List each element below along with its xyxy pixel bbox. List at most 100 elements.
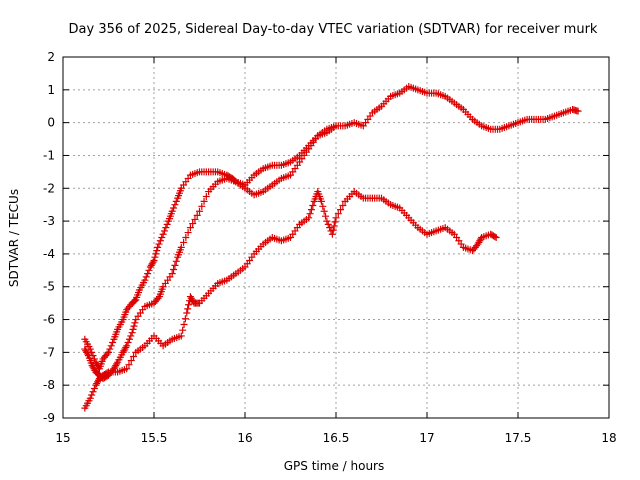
data-point xyxy=(142,273,150,281)
data-point xyxy=(159,230,167,238)
data-point xyxy=(326,224,334,232)
data-point xyxy=(328,230,336,238)
data-point xyxy=(334,210,342,218)
data-point xyxy=(317,197,325,205)
data-point xyxy=(491,233,499,241)
data-point xyxy=(476,237,484,245)
data-point xyxy=(339,202,347,210)
data-point xyxy=(324,220,332,228)
data-point xyxy=(90,355,98,363)
data-point xyxy=(90,384,98,392)
data-point xyxy=(151,253,159,261)
data-point xyxy=(492,234,500,241)
data-point xyxy=(103,369,111,377)
data-point xyxy=(172,197,180,205)
data-point xyxy=(306,210,314,218)
data-point xyxy=(106,345,114,353)
data-point xyxy=(163,220,171,228)
data-point xyxy=(171,201,179,209)
data-point xyxy=(172,257,180,265)
data-point xyxy=(307,206,315,214)
data-point xyxy=(130,322,138,330)
data-point xyxy=(131,319,139,327)
data-point xyxy=(186,224,194,232)
data-point xyxy=(150,256,158,264)
data-point xyxy=(323,217,331,225)
data-point xyxy=(141,276,149,284)
x-tick-label: 15 xyxy=(55,431,70,445)
y-tick-label: 1 xyxy=(47,83,55,97)
data-point xyxy=(305,214,313,222)
y-tick-label: -1 xyxy=(43,148,55,162)
data-point xyxy=(127,357,135,365)
x-tick-label: 16.5 xyxy=(323,431,350,445)
data-point xyxy=(189,220,197,228)
data-point xyxy=(125,335,133,343)
data-point xyxy=(180,320,188,328)
data-point xyxy=(124,339,132,347)
y-tick-label: -9 xyxy=(43,411,55,425)
data-point xyxy=(185,301,193,309)
data-point xyxy=(128,329,136,337)
data-point xyxy=(196,207,203,215)
data-point xyxy=(153,247,161,255)
data-point xyxy=(319,202,327,210)
data-point xyxy=(123,365,131,373)
data-point xyxy=(109,339,117,347)
data-point xyxy=(177,243,185,251)
data-point xyxy=(107,342,115,350)
data-point xyxy=(105,348,112,356)
data-point xyxy=(154,243,162,251)
x-tick-label: 17.5 xyxy=(505,431,532,445)
data-point xyxy=(332,214,340,222)
data-point xyxy=(129,325,137,333)
data-point xyxy=(122,343,130,351)
data-point xyxy=(184,229,192,237)
data-point xyxy=(329,226,337,234)
data-point xyxy=(332,122,340,130)
data-point xyxy=(113,360,121,368)
data-point xyxy=(191,215,199,223)
data-point xyxy=(330,222,338,230)
y-tick-label: -4 xyxy=(43,247,55,261)
data-point xyxy=(337,206,345,214)
data-point xyxy=(184,305,192,313)
data-point xyxy=(130,352,138,360)
data-point xyxy=(193,211,201,219)
series-2 xyxy=(81,122,340,383)
x-tick-label: 17 xyxy=(419,431,434,445)
data-point xyxy=(145,266,153,274)
y-tick-label: -5 xyxy=(43,280,55,294)
data-point xyxy=(149,258,157,266)
data-point xyxy=(160,227,168,235)
x-tick-label: 18 xyxy=(601,431,616,445)
data-point xyxy=(170,265,178,273)
data-point xyxy=(152,250,160,258)
data-point xyxy=(182,234,190,241)
data-point xyxy=(123,342,131,350)
data-points xyxy=(81,83,582,412)
y-tick-label: 0 xyxy=(47,116,55,130)
data-point xyxy=(170,204,178,212)
data-point xyxy=(574,107,582,115)
data-point xyxy=(181,315,189,323)
data-point xyxy=(148,260,156,268)
y-tick-label: -8 xyxy=(43,378,55,392)
data-point xyxy=(89,388,97,396)
data-point xyxy=(168,207,176,215)
data-point xyxy=(156,237,164,245)
data-point xyxy=(322,212,330,220)
data-point xyxy=(320,207,328,215)
x-axis-label: GPS time / hours xyxy=(284,459,385,473)
data-point xyxy=(158,234,166,241)
data-point xyxy=(84,350,92,358)
data-point xyxy=(155,240,163,248)
chart-title: Day 356 of 2025, Sidereal Day-to-day VTE… xyxy=(69,22,598,37)
y-axis-label: SDTVAR / TECUs xyxy=(7,189,21,287)
data-point xyxy=(183,309,191,317)
data-point xyxy=(103,350,111,358)
data-point xyxy=(88,391,96,399)
x-tick-label: 16 xyxy=(237,431,252,445)
data-point xyxy=(177,332,185,340)
